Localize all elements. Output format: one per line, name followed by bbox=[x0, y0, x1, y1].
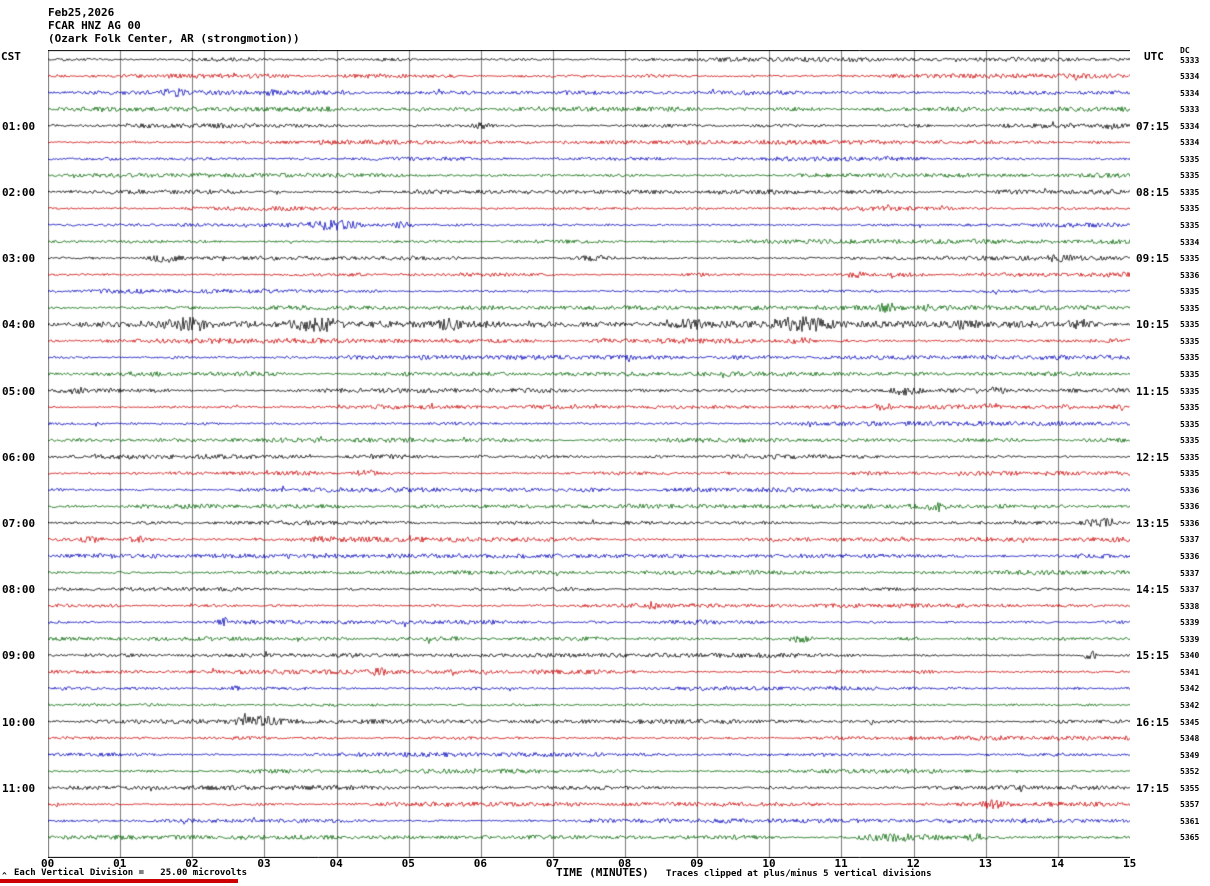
dc-value: 5335 bbox=[1180, 336, 1200, 346]
dc-value: 5335 bbox=[1180, 204, 1200, 214]
x-tick-label: 02 bbox=[185, 857, 199, 870]
x-tick-label: 08 bbox=[618, 857, 632, 870]
dc-value: 5334 bbox=[1180, 138, 1200, 148]
cst-time-label: 07:00 bbox=[2, 516, 36, 530]
utc-time-label: 08:15 bbox=[1136, 185, 1170, 199]
utc-time-label: 12:15 bbox=[1136, 450, 1170, 464]
cst-time-label: 01:00 bbox=[2, 119, 36, 133]
dc-value: 5335 bbox=[1180, 171, 1200, 181]
dc-column-header: DC bbox=[1180, 46, 1190, 55]
cst-time-label: 03:00 bbox=[2, 252, 36, 266]
dc-value: 5334 bbox=[1180, 88, 1200, 98]
cst-time-label: 05:00 bbox=[2, 384, 36, 398]
dc-value: 5365 bbox=[1180, 833, 1200, 843]
dc-value: 5352 bbox=[1180, 767, 1200, 777]
left-timezone-label: CST bbox=[1, 50, 21, 63]
x-tick-label: 11 bbox=[834, 857, 848, 870]
dc-value: 5355 bbox=[1180, 783, 1200, 793]
dc-value: 5336 bbox=[1180, 502, 1200, 512]
dc-value: 5335 bbox=[1180, 187, 1200, 197]
dc-value: 5334 bbox=[1180, 121, 1200, 131]
x-tick-label: 15 bbox=[1123, 857, 1137, 870]
dc-value: 5335 bbox=[1180, 320, 1200, 330]
dc-value: 5336 bbox=[1180, 518, 1200, 528]
dc-value: 5345 bbox=[1180, 717, 1200, 727]
dc-value: 5335 bbox=[1180, 469, 1200, 479]
dc-value: 5349 bbox=[1180, 750, 1200, 760]
dc-value: 5336 bbox=[1180, 270, 1200, 280]
dc-value: 5341 bbox=[1180, 667, 1200, 677]
x-tick-label: 01 bbox=[113, 857, 127, 870]
title-location: (Ozark Folk Center, AR (strongmotion)) bbox=[48, 32, 300, 45]
cst-time-label: 02:00 bbox=[2, 185, 36, 199]
dc-value: 5334 bbox=[1180, 72, 1200, 82]
utc-time-label: 14:15 bbox=[1136, 583, 1170, 597]
utc-time-label: 13:15 bbox=[1136, 516, 1170, 530]
scale-bar bbox=[0, 879, 238, 883]
dc-value: 5335 bbox=[1180, 221, 1200, 230]
cst-time-label: 06:00 bbox=[2, 450, 36, 464]
x-tick-label: 00 bbox=[41, 857, 55, 870]
utc-time-label: 15:15 bbox=[1136, 649, 1170, 663]
dc-value: 5335 bbox=[1180, 403, 1200, 413]
dc-value: 5337 bbox=[1180, 568, 1200, 578]
dc-value: 5335 bbox=[1180, 303, 1200, 313]
x-tick-label: 04 bbox=[329, 857, 343, 870]
clip-note: Traces clipped at plus/minus 5 vertical … bbox=[666, 869, 932, 879]
corner-marker: ^ bbox=[2, 871, 7, 880]
x-tick-label: 13 bbox=[978, 857, 992, 870]
x-tick-label: 07 bbox=[545, 857, 560, 870]
dc-value: 5335 bbox=[1180, 369, 1200, 379]
dc-value: 5335 bbox=[1180, 353, 1200, 363]
dc-value: 5333 bbox=[1180, 55, 1200, 65]
cst-time-label: 09:00 bbox=[2, 649, 36, 663]
dc-value: 5335 bbox=[1180, 452, 1200, 462]
dc-value: 5342 bbox=[1180, 684, 1200, 694]
dc-value: 5335 bbox=[1180, 419, 1200, 429]
dc-value: 5342 bbox=[1180, 700, 1200, 710]
x-tick-label: 14 bbox=[1050, 857, 1065, 870]
scale-note: Each Vertical Division = 25.00 microvolt… bbox=[14, 868, 247, 878]
x-tick-label: 03 bbox=[257, 857, 271, 870]
dc-value: 5348 bbox=[1180, 734, 1200, 744]
x-tick-label: 06 bbox=[473, 857, 488, 870]
seismogram-plot bbox=[48, 50, 1130, 858]
dc-value: 5335 bbox=[1180, 436, 1200, 446]
x-axis-title: TIME (MINUTES) bbox=[556, 866, 649, 879]
utc-time-label: 09:15 bbox=[1136, 252, 1170, 266]
cst-time-label: 08:00 bbox=[2, 583, 36, 597]
dc-value: 5337 bbox=[1180, 585, 1200, 595]
cst-time-label: 11:00 bbox=[2, 781, 36, 795]
dc-value: 5335 bbox=[1180, 386, 1200, 396]
title-date: Feb25,2026 bbox=[48, 6, 115, 19]
title-station: FCAR HNZ AG 00 bbox=[48, 19, 141, 32]
right-timezone-label: UTC bbox=[1144, 50, 1164, 63]
utc-time-label: 16:15 bbox=[1136, 715, 1170, 729]
dc-value: 5333 bbox=[1180, 105, 1200, 115]
x-tick-label: 09 bbox=[690, 857, 704, 870]
dc-value: 5361 bbox=[1180, 816, 1200, 826]
dc-value: 5339 bbox=[1180, 634, 1200, 644]
dc-value: 5337 bbox=[1180, 535, 1200, 545]
x-tick-label: 05 bbox=[401, 857, 415, 870]
dc-value: 5335 bbox=[1180, 287, 1200, 297]
dc-value: 5357 bbox=[1180, 800, 1200, 810]
dc-value: 5336 bbox=[1180, 552, 1200, 561]
x-tick-label: 12 bbox=[906, 857, 920, 870]
cst-time-label: 04:00 bbox=[2, 318, 36, 332]
dc-value: 5335 bbox=[1180, 154, 1200, 164]
utc-time-label: 10:15 bbox=[1136, 318, 1170, 332]
dc-value: 5334 bbox=[1180, 237, 1200, 247]
utc-time-label: 11:15 bbox=[1136, 384, 1170, 398]
dc-value: 5340 bbox=[1180, 651, 1200, 661]
dc-value: 5338 bbox=[1180, 601, 1200, 611]
cst-time-label: 10:00 bbox=[2, 715, 36, 729]
dc-value: 5335 bbox=[1180, 254, 1200, 264]
utc-time-label: 07:15 bbox=[1136, 119, 1170, 133]
x-tick-label: 10 bbox=[762, 857, 776, 870]
utc-time-label: 17:15 bbox=[1136, 781, 1170, 795]
dc-value: 5339 bbox=[1180, 618, 1200, 628]
dc-value: 5336 bbox=[1180, 485, 1200, 495]
